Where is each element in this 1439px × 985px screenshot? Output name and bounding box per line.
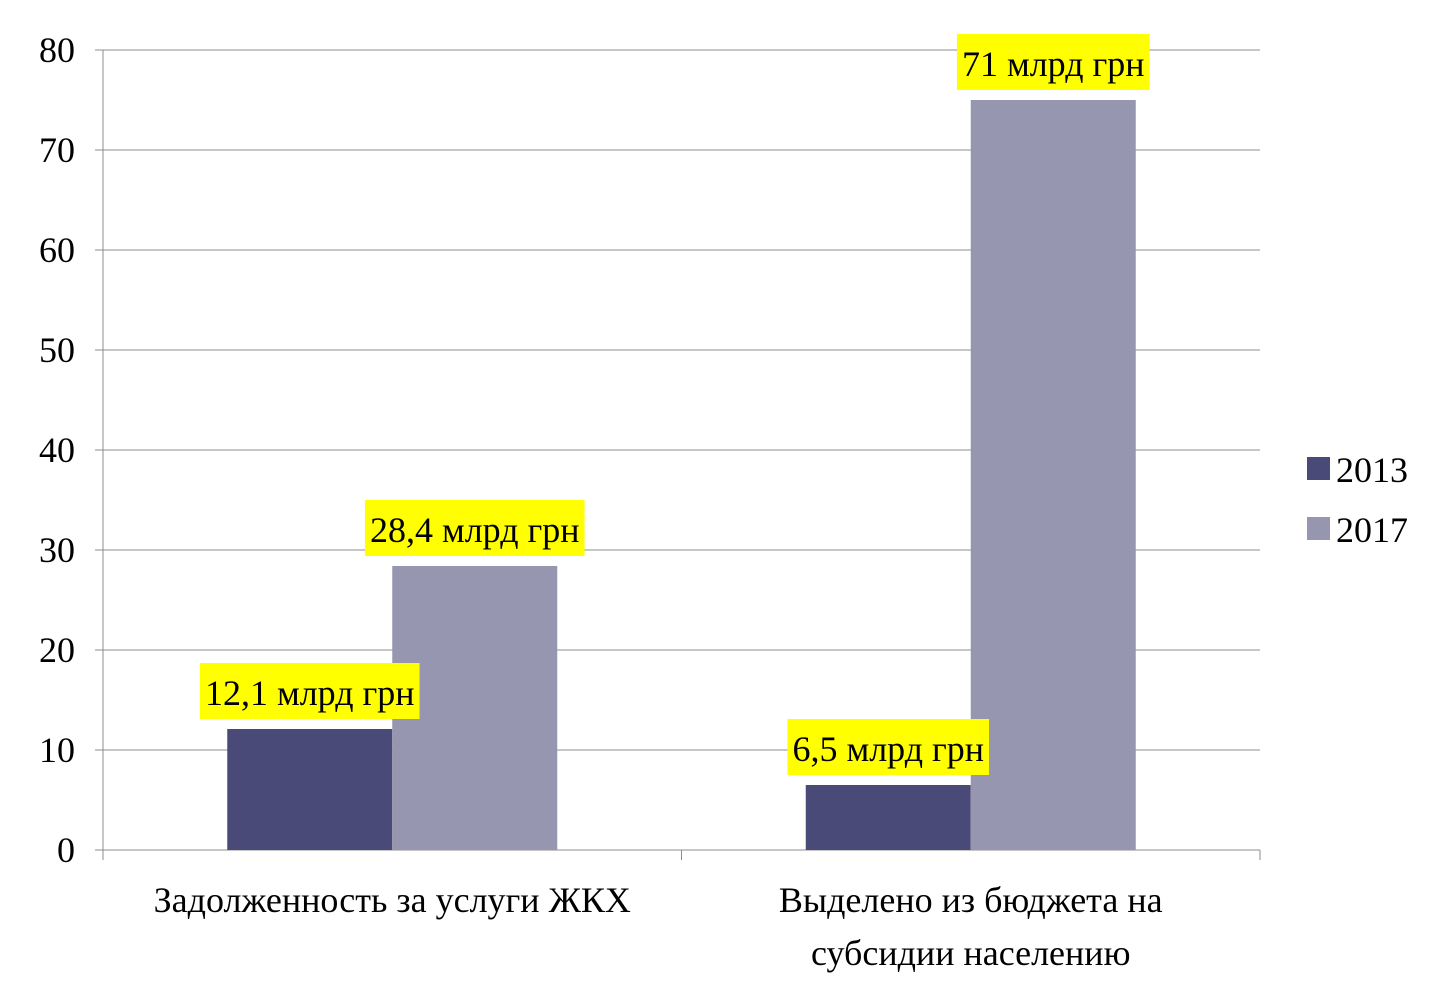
data-label-group: 6,5 млрд грн (787, 719, 990, 775)
bar-2017-1 (392, 566, 558, 850)
data-label-background (364, 500, 585, 556)
y-tick-label: 40 (39, 430, 75, 470)
gridlines (103, 49, 1260, 751)
x-category-label: Задолженность за услуги ЖКХ (154, 880, 631, 920)
y-tick-label: 0 (57, 830, 75, 870)
legend-swatch-2013 (1307, 457, 1330, 480)
data-label-group: 12,1 млрд грн (199, 663, 420, 719)
data-label: 71 млрд грн (962, 44, 1145, 84)
bar-2017-2 (970, 100, 1136, 850)
y-tick-label: 70 (39, 130, 75, 170)
legend-label-2013: 2013 (1336, 450, 1408, 490)
data-label-group: 71 млрд грн (956, 34, 1150, 90)
data-label: 12,1 млрд грн (205, 673, 415, 713)
data-label-background (787, 719, 990, 775)
y-tick-label: 10 (39, 730, 75, 770)
y-tick-label: 20 (39, 630, 75, 670)
x-category-label: субсидии населению (811, 933, 1130, 973)
data-label-background (199, 663, 420, 719)
bar-2013-1 (227, 729, 393, 850)
data-label-group: 28,4 млрд грн (364, 500, 585, 556)
legend: 2013 2017 (1307, 450, 1408, 550)
legend-swatch-2017 (1307, 517, 1330, 540)
y-tick-label: 50 (39, 330, 75, 370)
data-labels: 12,1 млрд грн 28,4 млрд грн 6,5 млрд грн 71… (199, 34, 1150, 775)
data-label: 6,5 млрд грн (792, 729, 984, 769)
y-tick-label: 60 (39, 230, 75, 270)
data-label-background (956, 34, 1150, 90)
legend-label-2017: 2017 (1336, 510, 1408, 550)
bars (227, 100, 1136, 850)
y-tick-label: 80 (39, 30, 75, 70)
y-tick-label: 30 (39, 530, 75, 570)
axes: 0 10 20 30 40 50 60 70 80 Задолженность за услуги… (39, 30, 1261, 973)
x-category-label: Выделено из бюджета на (779, 880, 1163, 920)
bar-2013-2 (805, 785, 971, 850)
data-label: 28,4 млрд грн (370, 510, 580, 550)
